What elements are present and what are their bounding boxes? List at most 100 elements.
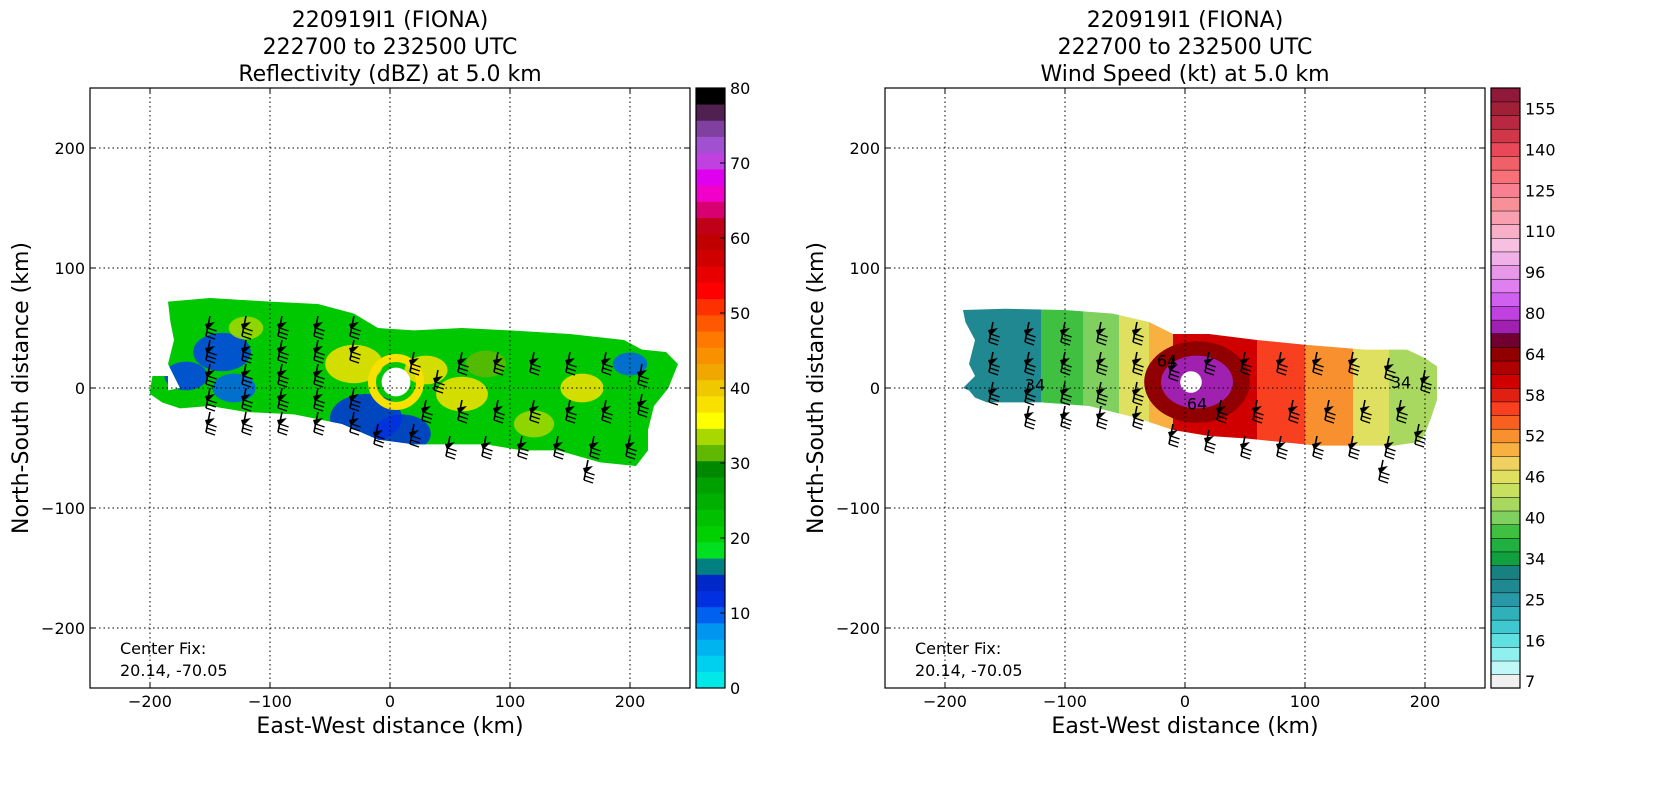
barb-feather bbox=[638, 379, 649, 384]
barb-feather bbox=[314, 427, 325, 432]
barb-feather bbox=[315, 351, 325, 356]
barb-feather bbox=[241, 359, 252, 364]
barb-feather bbox=[373, 443, 384, 448]
barb-feather bbox=[446, 451, 457, 456]
colorbar-swatch bbox=[1490, 646, 1521, 662]
barb-feather bbox=[1362, 411, 1372, 416]
barb-feather bbox=[1026, 363, 1036, 368]
barb-feather bbox=[1240, 371, 1251, 376]
y-tick-label: −200 bbox=[836, 619, 880, 638]
colorbar-swatch bbox=[696, 574, 725, 592]
barb-feather bbox=[1350, 363, 1360, 368]
barb-feather bbox=[277, 407, 288, 412]
barb-feather bbox=[1324, 419, 1335, 424]
y-tick-label: 0 bbox=[870, 379, 880, 398]
colorbar-swatch bbox=[1490, 551, 1521, 566]
barb-pennant bbox=[445, 442, 455, 450]
wind-barb bbox=[313, 363, 325, 388]
barb-feather bbox=[1060, 341, 1071, 346]
wind-barb bbox=[457, 399, 469, 424]
barb-feather bbox=[314, 379, 325, 384]
barb-feather bbox=[279, 351, 289, 356]
reflectivity-patch bbox=[465, 350, 507, 378]
wind-barb bbox=[1348, 435, 1360, 460]
wind-barb bbox=[1060, 351, 1072, 376]
barb-feather bbox=[1096, 371, 1107, 376]
barb-feather bbox=[241, 431, 252, 436]
barb-feather bbox=[1062, 363, 1072, 368]
barb-feather bbox=[1061, 337, 1072, 342]
barb-feather bbox=[1414, 443, 1425, 448]
colorbar-tick-label: 155 bbox=[1525, 99, 1556, 118]
barb-feather bbox=[565, 371, 576, 376]
barb-feather bbox=[277, 383, 288, 388]
barb-feather bbox=[459, 411, 469, 416]
colorbar-swatch bbox=[1490, 87, 1521, 103]
barb-pennant bbox=[1324, 406, 1334, 414]
colorbar-swatch bbox=[696, 169, 725, 186]
wind-barb bbox=[241, 387, 253, 412]
wind-barb bbox=[277, 363, 289, 388]
barb-feather bbox=[1241, 451, 1252, 456]
center-fix-annotation: Center Fix: bbox=[120, 639, 206, 658]
barb-feather bbox=[602, 415, 613, 420]
barb-feather bbox=[1325, 415, 1336, 420]
barb-feather bbox=[1277, 451, 1288, 456]
barb-feather bbox=[278, 355, 289, 360]
barb-pennant bbox=[241, 346, 251, 354]
barb-feather bbox=[205, 359, 216, 364]
colorbar-swatch bbox=[696, 606, 725, 624]
barb-feather bbox=[1096, 341, 1107, 346]
barb-pennant bbox=[1024, 328, 1034, 336]
barb-feather bbox=[1062, 417, 1072, 422]
barb-feather bbox=[626, 451, 637, 456]
colorbar-swatch bbox=[1490, 374, 1521, 389]
wind-barb bbox=[529, 399, 541, 424]
barb-feather bbox=[1133, 367, 1144, 372]
barb-feather bbox=[529, 419, 540, 424]
barb-feather bbox=[1024, 341, 1035, 346]
barb-feather bbox=[207, 399, 217, 404]
barb-feather bbox=[1098, 417, 1108, 422]
barb-pennant bbox=[1060, 328, 1070, 336]
wind-barb bbox=[565, 351, 577, 376]
barb-feather bbox=[625, 455, 636, 460]
barb-feather bbox=[1134, 393, 1144, 398]
colorbar-swatch bbox=[1490, 660, 1521, 675]
barb-pennant bbox=[1420, 376, 1430, 384]
wind-barb bbox=[241, 315, 253, 340]
colorbar-swatch bbox=[1490, 592, 1521, 607]
barb-feather bbox=[1168, 377, 1179, 382]
wind-barb bbox=[1024, 321, 1036, 346]
barb-pennant bbox=[601, 406, 611, 414]
barb-pennant bbox=[583, 466, 593, 474]
barb-pennant bbox=[1348, 358, 1358, 366]
y-tick-label: 0 bbox=[75, 379, 85, 398]
barb-pennant bbox=[1060, 388, 1070, 396]
barb-feather bbox=[988, 401, 999, 406]
barb-pennant bbox=[481, 442, 491, 450]
colorbar-swatch bbox=[696, 623, 725, 640]
barb-pennant bbox=[1348, 442, 1358, 450]
wind-barb bbox=[1396, 399, 1408, 424]
barb-feather bbox=[1132, 425, 1143, 430]
barb-feather bbox=[1254, 411, 1264, 416]
barb-feather bbox=[207, 375, 217, 380]
wind-barb bbox=[421, 399, 433, 424]
barb-feather bbox=[493, 371, 504, 376]
barb-feather bbox=[1422, 381, 1432, 386]
barb-feather bbox=[1025, 421, 1036, 426]
barb-feather bbox=[1276, 455, 1287, 460]
barb-feather bbox=[1349, 367, 1360, 372]
wind-barb bbox=[241, 363, 253, 388]
barb-feather bbox=[1060, 401, 1071, 406]
barb-feather bbox=[279, 423, 289, 428]
center-fix-annotation: 20.14, -70.05 bbox=[915, 661, 1023, 680]
barb-feather bbox=[1205, 367, 1216, 372]
colorbar-swatch bbox=[1490, 469, 1521, 485]
wind-barb bbox=[1132, 321, 1144, 346]
barb-feather bbox=[990, 363, 1000, 368]
barb-feather bbox=[1217, 415, 1228, 420]
barb-feather bbox=[206, 403, 217, 408]
colorbar-tick-label: 40 bbox=[730, 379, 750, 398]
